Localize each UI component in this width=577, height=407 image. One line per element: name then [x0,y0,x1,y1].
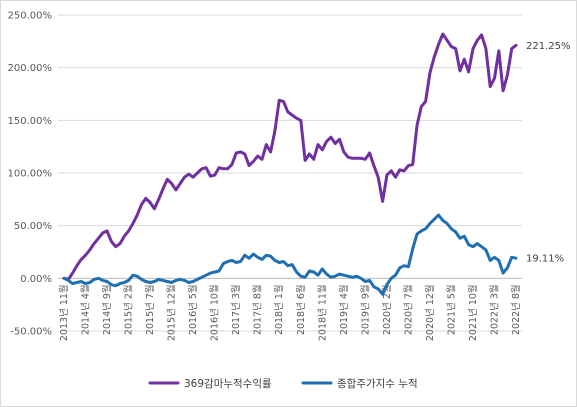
x-tick-label: 2021년 10월 [467,284,479,341]
x-tick-label: 2016년 5월 [187,284,199,335]
legend-label: 369감마누적수익률 [184,378,272,390]
y-tick-label: 250.00% [8,11,53,22]
x-tick-label: 2018년 11월 [316,284,328,341]
x-tick-label: 2015년 12월 [166,284,178,341]
y-tick-label: 50.00% [14,221,52,232]
y-tick-label: 100.00% [8,169,53,180]
series-line-2 [62,213,518,296]
x-tick-label: 2020년 12월 [424,284,436,341]
x-tick-label: 2018년 6월 [295,284,307,335]
x-tick-label: 2019년 4월 [338,284,350,335]
y-tick-label: 0.00% [20,274,52,285]
legend-label: 종합주가지수 누적 [337,378,418,390]
x-tick-label: 2016년 10월 [209,284,221,341]
x-tick-label: 2015년 7월 [144,284,156,335]
series-line-1 [62,32,518,281]
y-tick-label: 150.00% [8,116,53,127]
y-tick-label: 200.00% [8,63,53,74]
end-value-label: 19.11% [526,254,564,265]
x-tick-label: 2020년 7월 [402,284,414,335]
end-value-label: 221.25% [526,41,571,52]
x-tick-label: 2014년 4월 [80,284,92,335]
x-tick-label: 2021년 5월 [445,284,457,335]
y-tick-label: -50.00% [10,327,52,338]
x-tick-label: 2019년 9월 [359,284,371,335]
x-tick-label: 2022년 8월 [510,284,522,335]
x-tick-label: 2017년 8월 [252,284,264,335]
x-tick-label: 2022년 3월 [488,284,500,335]
x-tick-label: 2014년 9월 [101,284,113,335]
x-tick-label: 2020년 2월 [381,284,393,335]
x-tick-label: 2013년 11월 [58,284,70,341]
x-tick-label: 2018년 1월 [273,284,285,335]
x-tick-label: 2015년 2월 [123,284,135,335]
x-tick-label: 2017년 3월 [230,284,242,335]
